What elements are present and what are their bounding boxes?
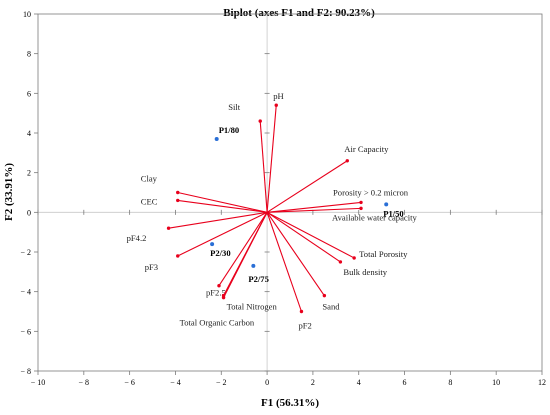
y-tick-label: 6 xyxy=(27,89,31,98)
y-tick-label: 0 xyxy=(27,208,31,217)
observation-label-p1-50: P1/50 xyxy=(383,208,404,218)
variable-label-clay: Clay xyxy=(141,174,158,184)
y-tick-label: 8 xyxy=(27,50,31,59)
variable-label-porosity-0-2-micron: Porosity > 0.2 micron xyxy=(333,187,409,197)
observation-label-p2-75: P2/75 xyxy=(248,274,269,284)
y-tick-label: 10 xyxy=(23,10,31,19)
loading-tip-pf3 xyxy=(176,254,180,258)
loading-vector-clay xyxy=(177,191,268,213)
loading-vector-silt xyxy=(259,121,268,213)
chart-title: Biplot (axes F1 and F2: 90.23%) xyxy=(223,7,375,19)
x-tick-label: 6 xyxy=(403,378,407,387)
loading-vector-pf2 xyxy=(266,212,302,312)
observation-point-p1-80 xyxy=(214,136,219,141)
variable-label-cec: CEC xyxy=(141,196,158,206)
loading-vector-total-organic-carbon xyxy=(223,212,268,298)
loading-vectors: pH Silt Air Capacity Clay CEC Porosity > 0.2 … xyxy=(127,91,418,330)
loading-tip-total-organic-carbon xyxy=(221,295,226,300)
observation-label-p2-30: P2/30 xyxy=(210,248,231,258)
plot-frame xyxy=(37,13,543,372)
loading-tip-cec xyxy=(176,198,180,203)
x-tick-label: 12 xyxy=(538,378,546,387)
variable-label-pf4-2: pF4.2 xyxy=(127,233,147,243)
observation-point-p1-50 xyxy=(384,202,389,207)
loading-vector-porosity-0-2-micron xyxy=(267,201,362,213)
y-tick-label: 2 xyxy=(27,169,31,178)
y-tick-label: − 8 xyxy=(20,367,31,376)
x-tick-label: − 4 xyxy=(170,378,181,387)
variable-label-bulk-density: Bulk density xyxy=(343,267,387,277)
x-tick-label: 10 xyxy=(492,378,500,387)
y-tick-label: − 6 xyxy=(20,327,31,336)
variable-label-total-organic-carbon: Total Organic Carbon xyxy=(180,318,255,328)
observation-point-p2-30 xyxy=(210,242,215,247)
x-tick-label: 2 xyxy=(311,378,315,387)
variable-label-air-capacity: Air Capacity xyxy=(344,144,389,154)
observation-points: P1/80 P1/50 P2/30 P2/75 xyxy=(210,125,404,284)
loading-vector-available-water-capacity xyxy=(267,207,362,213)
y-ticks: − 8 − 6 − 4 − 2 0 2 4 6 8 10 xyxy=(20,10,270,376)
loading-vector-total-porosity xyxy=(266,211,355,259)
variable-label-pf3: pF3 xyxy=(145,262,158,272)
y-tick-label: − 4 xyxy=(20,288,31,297)
observation-point-p2-75 xyxy=(251,263,256,268)
x-tick-label: 8 xyxy=(448,378,452,387)
variable-label-pf2: pF2 xyxy=(298,321,311,331)
y-tick-label: − 2 xyxy=(20,248,31,257)
loading-tip-bulk-density xyxy=(338,260,343,264)
loading-vector-air-capacity xyxy=(266,160,348,213)
loading-tip-clay xyxy=(176,190,180,195)
loading-vector-pf3 xyxy=(177,211,268,257)
loading-vector-bulk-density xyxy=(266,211,341,263)
loading-vector-sand xyxy=(266,212,325,296)
variable-label-silt: Silt xyxy=(228,102,241,112)
variable-label-ph: pH xyxy=(273,91,284,101)
x-tick-label: − 10 xyxy=(31,378,46,387)
y-tick-label: 4 xyxy=(27,129,31,138)
loading-tip-pf2-5 xyxy=(217,284,221,288)
observation-label-p1-80: P1/80 xyxy=(219,125,240,135)
x-tick-label: − 6 xyxy=(124,378,135,387)
x-tick-label: 4 xyxy=(357,378,361,387)
loading-tip-air-capacity xyxy=(345,159,349,163)
loading-vector-pf4-2 xyxy=(168,211,268,229)
y-axis-title: F2 (33.91%) xyxy=(3,163,15,221)
loading-tip-silt xyxy=(258,119,262,123)
variable-label-pf2-5: pF2.5 xyxy=(206,288,226,298)
loading-vector-pf2-5 xyxy=(218,212,268,287)
loading-tip-ph xyxy=(274,103,278,107)
loading-tip-total-porosity xyxy=(352,256,356,260)
x-tick-label: − 2 xyxy=(216,378,227,387)
x-tick-label: 0 xyxy=(265,378,269,387)
loading-vector-ph xyxy=(266,105,277,213)
variable-label-total-porosity: Total Porosity xyxy=(359,249,408,259)
x-axis-title: F1 (56.31%) xyxy=(261,397,319,409)
variable-label-sand: Sand xyxy=(322,302,340,312)
loading-tip-pf2 xyxy=(299,309,304,314)
loading-vector-cec xyxy=(177,199,268,213)
variable-label-total-nitrogen: Total Nitrogen xyxy=(227,302,278,312)
loading-tip-pf4-2 xyxy=(166,226,171,230)
loading-tip-porosity-0-2-micron xyxy=(359,200,363,205)
variable-label-available-water-capacity: Available water capacity xyxy=(332,212,417,222)
loading-tip-available-water-capacity xyxy=(359,206,363,211)
x-tick-label: − 8 xyxy=(79,378,90,387)
x-ticks: − 10 − 8 − 6 − 4 − 2 0 2 4 6 8 10 12 xyxy=(31,209,546,387)
loading-tip-sand xyxy=(322,293,327,298)
